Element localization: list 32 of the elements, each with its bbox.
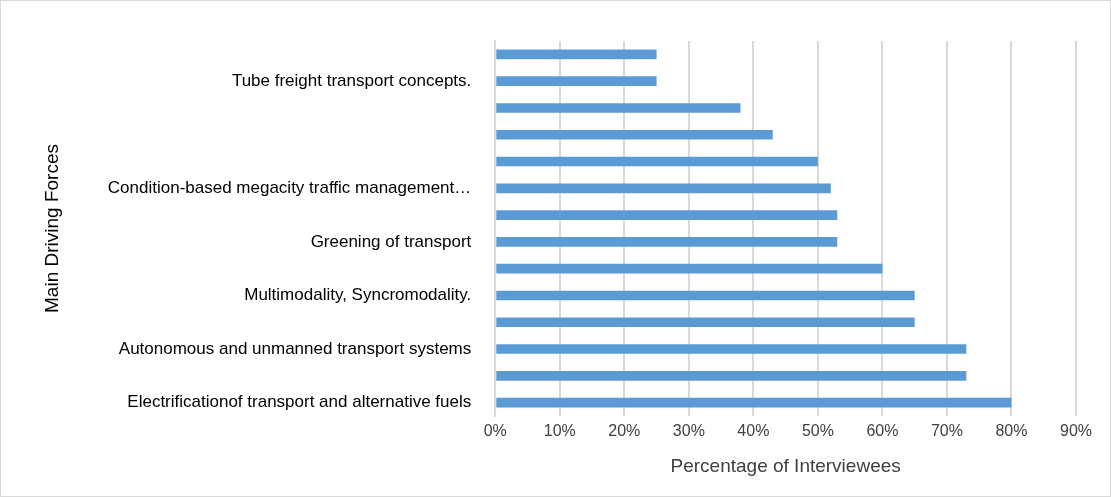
bar	[496, 290, 915, 301]
y-tick-label: Electrificationof transport and alternative fuels	[127, 392, 472, 412]
bar	[496, 103, 741, 113]
y-axis-title: Main Driving Forces	[40, 144, 62, 313]
y-tick-label: Tube freight transport concepts.	[231, 70, 472, 90]
x-tick-label: 20%	[608, 422, 641, 440]
x-tick-label: 40%	[737, 422, 770, 440]
x-tick-label: 60%	[866, 422, 899, 440]
x-tick-label: 80%	[995, 422, 1028, 440]
x-tick-label: 10%	[543, 422, 576, 440]
x-tick-label: 90%	[1059, 422, 1093, 440]
bar	[496, 76, 657, 86]
bar	[496, 156, 818, 167]
y-tick-label: Autonomous and unmanned transport systems	[118, 338, 472, 358]
x-tick-label: 70%	[930, 422, 963, 440]
bar	[496, 317, 915, 328]
bar	[496, 183, 831, 194]
x-tick-label: 0%	[483, 422, 507, 440]
bar	[496, 237, 838, 247]
bar	[496, 129, 773, 140]
bar	[496, 263, 883, 274]
y-tick-label: Greening of transport	[310, 231, 472, 251]
y-tick-label: Condition-based megacity traffic management…	[107, 178, 472, 198]
bar	[496, 371, 967, 381]
bar	[496, 397, 1012, 408]
x-axis-title: Percentage of Interviewees	[670, 454, 901, 476]
x-tick-label: 50%	[801, 422, 834, 440]
bar	[496, 210, 838, 220]
x-tick-label: 30%	[672, 422, 705, 440]
y-tick-label: Multimodality, Syncromodality.	[244, 285, 472, 305]
bar	[496, 49, 657, 60]
bar	[496, 344, 967, 354]
